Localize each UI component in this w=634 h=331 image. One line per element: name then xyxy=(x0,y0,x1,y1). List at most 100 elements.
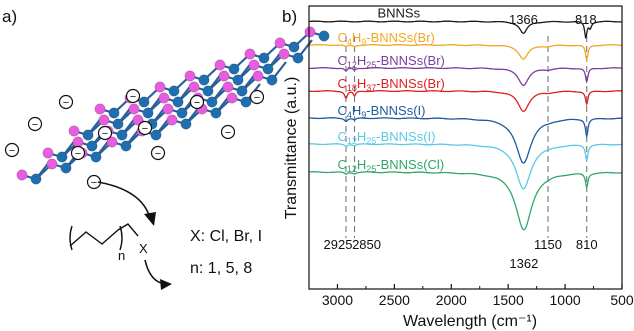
series-label: BNNSs xyxy=(377,6,420,21)
svg-text:−: − xyxy=(63,97,69,109)
peak-annotation: 1366 xyxy=(509,12,538,27)
x-tick-label: 500 xyxy=(610,292,634,308)
nitrogen-atom xyxy=(172,96,184,108)
nitrogen-atom xyxy=(108,107,120,119)
x-tick-label: 2000 xyxy=(436,292,467,308)
negative-charge-icon: − xyxy=(97,125,113,141)
boron-atom xyxy=(154,81,166,93)
y-axis-label: Transmittance (a.u.) xyxy=(283,77,300,220)
boron-atom xyxy=(72,136,84,148)
nitrogen-atom xyxy=(90,151,102,163)
nitrogen-atom xyxy=(180,118,192,130)
boron-atom xyxy=(46,158,58,170)
nitrogen-atom xyxy=(176,107,188,119)
svg-text:−: − xyxy=(75,148,81,160)
peak-annotation: 2925 xyxy=(324,237,353,252)
nitrogen-atom xyxy=(288,41,300,53)
boron-atom xyxy=(158,92,170,104)
boron-atom xyxy=(218,70,230,82)
boron-atom xyxy=(166,114,178,126)
negative-charge-icon: − xyxy=(249,89,265,105)
boron-atom xyxy=(222,81,234,93)
peak-annotation: 818 xyxy=(575,12,597,27)
peak-annotation: 810 xyxy=(576,237,598,252)
series-label: C4H9-BNNSs(I) xyxy=(337,103,425,120)
x-tick-label: 1500 xyxy=(493,292,524,308)
boron-atom xyxy=(248,59,260,71)
spectrum-line xyxy=(308,171,622,231)
negative-charge-icon: − xyxy=(27,116,43,132)
peak-annotation: 1362 xyxy=(509,256,538,271)
peak-annotation: 2850 xyxy=(352,237,381,252)
boron-atom xyxy=(214,59,226,71)
x-tick-label: 2500 xyxy=(379,292,410,308)
svg-text:−: − xyxy=(194,97,200,109)
leaving-group-label: X xyxy=(139,241,148,256)
negative-charge-icon: − xyxy=(70,145,86,161)
nitrogen-atom xyxy=(202,85,214,97)
series-label: C12H25-BNNSs(Br) xyxy=(337,53,444,70)
chain-length-options: n: 1, 5, 8 xyxy=(190,260,252,277)
alkyl-halide-structure xyxy=(69,223,139,251)
spectrum-line xyxy=(308,20,623,39)
boron-atom xyxy=(278,48,290,60)
nitrogen-atom xyxy=(258,52,270,64)
boron-atom xyxy=(128,103,140,115)
svg-text:−: − xyxy=(9,145,15,157)
nitrogen-atom xyxy=(318,30,330,42)
x-axis-ticks: 3000 2500 2000 1500 1000 500 xyxy=(322,284,634,308)
spectra xyxy=(308,20,623,231)
negative-charge-icon: − xyxy=(189,94,205,110)
spectrum-line xyxy=(309,44,622,63)
boron-atom xyxy=(42,147,54,159)
series-labels: BNNSs C4H9-BNNSs(Br) C12H25-BNNSs(Br) C18H3… xyxy=(337,6,444,175)
svg-text:−: − xyxy=(32,119,38,131)
leaving-arrow-head xyxy=(160,279,172,290)
peak-annotation: 1150 xyxy=(534,237,562,252)
nitrogen-atom xyxy=(198,74,210,86)
attack-arrow xyxy=(97,181,151,219)
nitrogen-atom xyxy=(168,85,180,97)
nitrogen-atom xyxy=(82,129,94,141)
negative-charge-icon: − xyxy=(4,142,20,158)
nitrogen-atom xyxy=(266,74,278,86)
panel-b-label: b) xyxy=(282,7,297,26)
negative-charge-icon: − xyxy=(150,145,166,161)
nitrogen-atom xyxy=(116,129,128,141)
series-label: C12H25-BNNSs(Cl) xyxy=(337,157,444,174)
nitrogen-atom xyxy=(56,151,68,163)
boron-atom xyxy=(68,125,80,137)
svg-text:−: − xyxy=(102,128,108,140)
series-label: C4H9-BNNSs(Br) xyxy=(337,30,434,47)
boron-atom xyxy=(244,48,256,60)
boron-atom xyxy=(184,70,196,82)
nitrogen-atom xyxy=(86,140,98,152)
boron-atom xyxy=(94,103,106,115)
nitrogen-atom xyxy=(142,107,154,119)
boron-atom xyxy=(304,26,316,38)
boron-atom xyxy=(226,92,238,104)
spectrum-line xyxy=(309,117,622,164)
spectrum-line xyxy=(309,143,622,190)
panel-b: b) BNNSs C4H9-BNNSs(Br) C12H25-BNNSs(Br) C1… xyxy=(282,5,634,330)
series-label: C12H25-BNNSs(I) xyxy=(337,129,435,146)
nitrogen-atom xyxy=(120,140,132,152)
nitrogen-atom xyxy=(206,96,218,108)
plot-frame xyxy=(308,5,623,290)
nitrogen-atom xyxy=(112,118,124,130)
panel-a-label: a) xyxy=(2,7,17,26)
svg-text:−: − xyxy=(155,148,161,160)
nitrogen-atom xyxy=(262,63,274,75)
boron-atom xyxy=(252,70,264,82)
x-axis-label: Wavelength (cm⁻¹) xyxy=(403,313,537,330)
boron-atom xyxy=(162,103,174,115)
nitrogen-atom xyxy=(138,96,150,108)
negative-charge-icon: − xyxy=(58,94,74,110)
negative-charge-icon: − xyxy=(220,124,236,140)
spectrum-line xyxy=(308,90,623,112)
peak-annotations: 1366 818 2925 2850 1150 810 1362 xyxy=(324,12,598,271)
x-tick-label: 1000 xyxy=(550,292,581,308)
negative-charge-icon: − xyxy=(125,88,141,104)
repeat-subscript: n xyxy=(118,248,125,263)
boron-atom xyxy=(98,114,110,126)
